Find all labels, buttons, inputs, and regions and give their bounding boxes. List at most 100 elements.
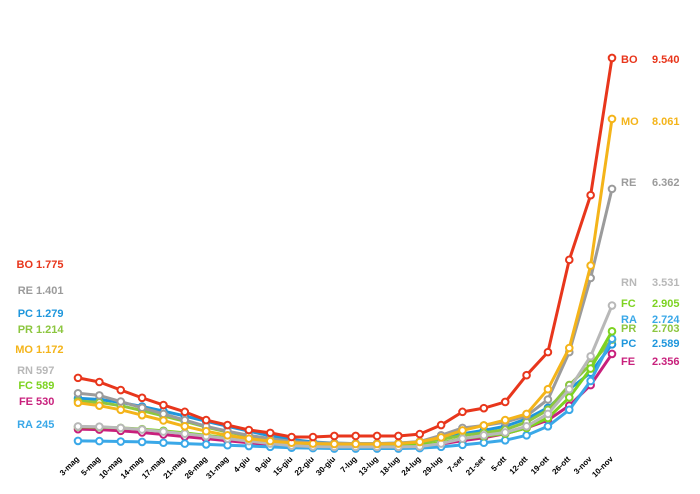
data-point (137, 403, 147, 413)
data-point (116, 423, 126, 433)
data-point (159, 400, 168, 410)
data-point (372, 431, 382, 441)
data-point (116, 437, 126, 446)
data-point (607, 114, 617, 124)
series-line (77, 118, 614, 446)
value-label: 245 (36, 419, 54, 431)
legend-name: PC (621, 338, 636, 350)
data-point (180, 407, 190, 417)
x-tick-label: 4-giu (232, 454, 252, 474)
data-point (522, 370, 531, 380)
x-tick-label: 3-mag (58, 454, 81, 477)
data-point (564, 255, 574, 265)
data-point (500, 428, 510, 437)
series-line (77, 57, 614, 439)
data-point (500, 397, 510, 407)
data-point (607, 327, 617, 336)
data-point (586, 351, 595, 361)
legend-name: PR (621, 323, 636, 335)
value-label: 1.172 (36, 344, 64, 356)
data-point (522, 409, 531, 419)
data-point (330, 439, 339, 449)
value-label: 530 (36, 396, 54, 408)
legend-name: PC (18, 308, 33, 320)
data-point (244, 434, 254, 443)
x-tick-label: 18-lug (378, 454, 401, 477)
data-point (137, 410, 147, 420)
data-point (543, 347, 553, 357)
data-point (564, 405, 574, 415)
legend-name: BO (17, 259, 34, 271)
data-point (372, 439, 382, 449)
value-label: 2.703 (652, 323, 680, 335)
x-tick-label: 10-mag (97, 454, 123, 480)
x-tick-label: 26-ott (550, 454, 572, 476)
data-point (116, 397, 126, 406)
data-point (137, 393, 147, 403)
series-line (77, 338, 614, 446)
data-point (458, 434, 467, 443)
legend-name: MO (15, 344, 33, 356)
x-tick-label: 29-lug (421, 454, 444, 477)
value-label: 2.724 (652, 314, 680, 326)
data-point (95, 377, 104, 387)
legend-name: RN (621, 277, 637, 289)
data-point (116, 405, 126, 415)
data-point (607, 301, 617, 310)
data-point (564, 384, 574, 394)
data-point (479, 421, 489, 430)
data-point (73, 388, 83, 398)
legend-name: FE (621, 356, 635, 368)
legend-name: BO (621, 54, 638, 66)
data-point (607, 349, 617, 359)
data-point (415, 429, 425, 439)
data-point (543, 384, 553, 394)
data-point (95, 422, 104, 431)
data-point (223, 431, 232, 440)
legend-name: FC (621, 298, 636, 310)
x-tick-label: 10-nov (590, 454, 615, 479)
data-point (265, 436, 275, 446)
data-point (586, 376, 595, 386)
data-point (564, 393, 574, 402)
series-line (77, 330, 614, 448)
data-point (265, 428, 275, 438)
data-point (308, 432, 318, 442)
data-point (436, 420, 446, 430)
data-point (564, 343, 574, 353)
data-point (180, 439, 190, 448)
value-label: 2.356 (652, 356, 680, 368)
data-point (287, 432, 296, 442)
data-point (586, 261, 595, 270)
data-point (458, 407, 467, 417)
data-point (586, 364, 595, 373)
value-label: 6.362 (652, 177, 680, 189)
value-label: 1.401 (36, 285, 64, 297)
x-tick-label: 24-lug (400, 454, 423, 477)
x-tick-label: 19-ott (529, 454, 551, 476)
data-point (95, 436, 104, 446)
data-point (201, 415, 211, 425)
legend-name: PR (18, 324, 33, 336)
series-line (77, 343, 614, 446)
value-label: 3.531 (652, 277, 680, 289)
legend-name: FE (19, 396, 33, 408)
data-point (394, 439, 403, 448)
data-point (543, 395, 553, 404)
data-point (95, 391, 104, 400)
series-line (77, 188, 614, 446)
x-tick-label: 7-set (446, 454, 466, 474)
value-label: 589 (36, 380, 54, 392)
legend-name: RE (621, 177, 636, 189)
value-label: 8.061 (652, 116, 680, 128)
value-label: 9.540 (652, 54, 680, 66)
data-point (159, 438, 168, 448)
data-point (73, 436, 83, 446)
x-tick-label: 22-giu (293, 454, 316, 477)
data-point (73, 373, 83, 383)
data-point (159, 416, 168, 425)
data-point (436, 433, 446, 442)
x-tick-label: 26-mag (183, 454, 209, 480)
data-point (244, 425, 254, 435)
